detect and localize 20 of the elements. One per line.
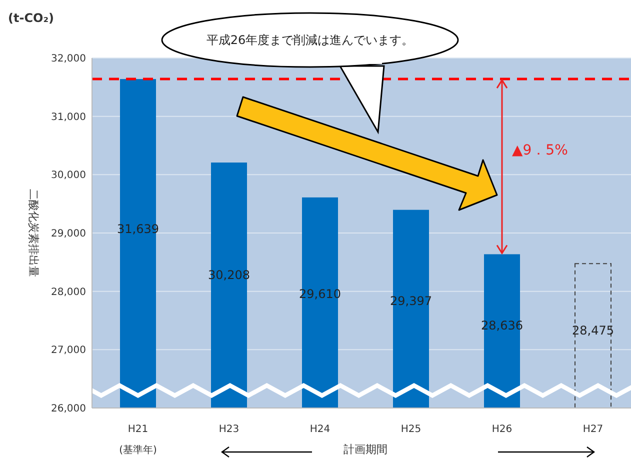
text: 計画期間 [344, 443, 388, 456]
y-tick-label: 30,000 [51, 170, 86, 182]
x-tick-label: H21 [128, 424, 148, 435]
y-axis-title: 二酸化炭素排出量 [27, 189, 40, 277]
y-tick-label: 26,000 [51, 404, 86, 414]
annotation: ▲9．5% [512, 142, 568, 159]
x-tick-label: H26 [492, 424, 512, 435]
x-tick-label: H25 [400, 424, 422, 435]
text: (t-CO₂) [8, 11, 54, 25]
x-tick-label: H27 [582, 424, 604, 435]
y-tick-label: 27,000 [51, 345, 86, 356]
y-tick-label: 28,000 [51, 286, 86, 298]
x-tick-label: H23 [218, 424, 240, 435]
text: 平成26年度まで削減は進んでいます。 [206, 33, 414, 47]
text: (基準年) [119, 444, 157, 456]
y-tick-label: 32,000 [51, 54, 86, 64]
x-tick-label: H24 [310, 424, 330, 435]
y-tick-label: 29,000 [51, 228, 86, 240]
y-tick-label: 31,000 [51, 112, 86, 123]
data-label: 28,475 [572, 324, 614, 338]
